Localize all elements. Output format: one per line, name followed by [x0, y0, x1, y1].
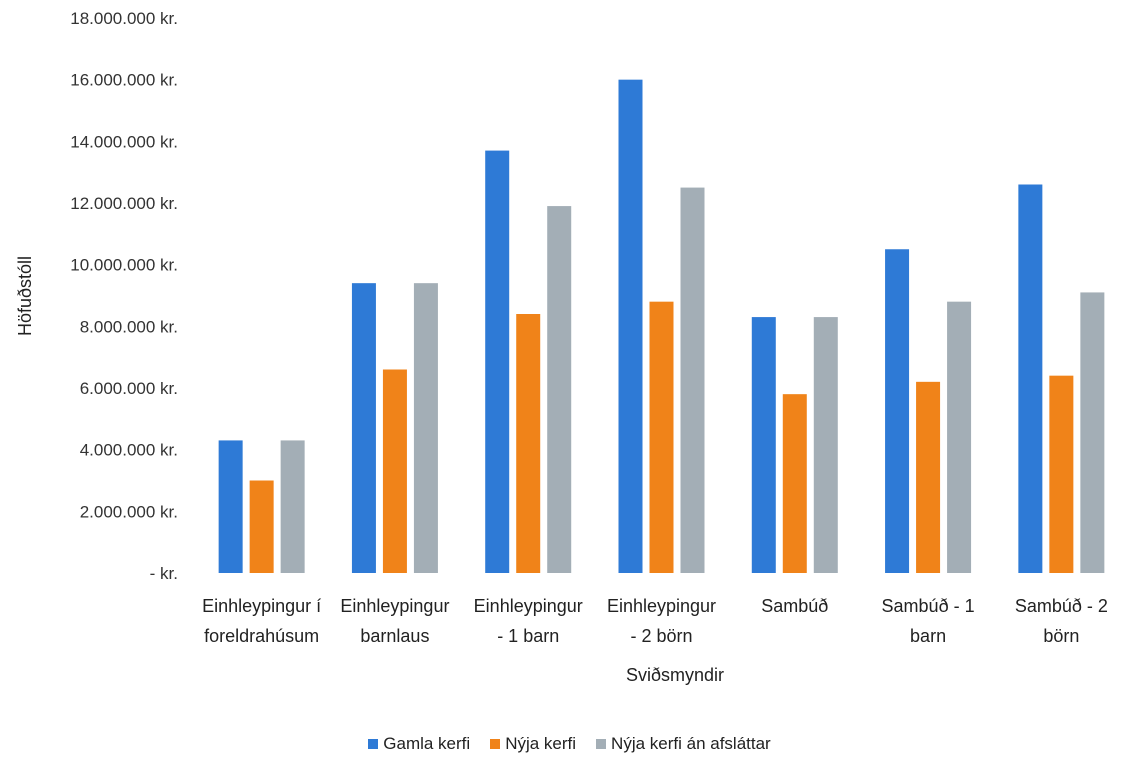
bar — [382, 369, 407, 573]
x-category-label: Einhleypingur - 2 börn — [607, 596, 716, 646]
legend-label: Gamla kerfi — [383, 734, 471, 753]
x-axis-title: Sviðsmyndir — [626, 665, 724, 685]
bar — [1018, 184, 1043, 573]
legend-swatch — [368, 739, 379, 749]
bar — [813, 317, 838, 573]
bar — [218, 440, 243, 573]
bar — [351, 283, 376, 573]
x-category-label: Sambúð — [761, 596, 828, 616]
x-category-label: Sambúð - 1 barn — [882, 596, 975, 646]
bar — [485, 150, 510, 574]
bars — [218, 79, 1105, 574]
bar — [618, 79, 643, 574]
y-axis-ticks: - kr. 2.000.000 kr. 4.000.000 kr. 6.000.000… — [70, 9, 178, 583]
y-tick-label: - kr. — [150, 564, 178, 583]
legend-swatch — [490, 739, 501, 749]
x-category-label: Sambúð - 2 börn — [1015, 596, 1108, 646]
y-tick-label: 18.000.000 kr. — [70, 9, 178, 28]
bar — [516, 314, 541, 573]
y-tick-label: 2.000.000 kr. — [80, 502, 178, 521]
y-tick-label: 10.000.000 kr. — [70, 256, 178, 275]
legend-item: Nýja kerfi — [490, 734, 576, 754]
bar — [649, 301, 674, 573]
y-tick-label: 14.000.000 kr. — [70, 132, 178, 151]
bar — [751, 317, 776, 573]
bar — [885, 249, 910, 573]
x-category-label: Einhleypingur barnlaus — [340, 596, 449, 646]
bar — [1080, 292, 1105, 573]
y-tick-label: 6.000.000 kr. — [80, 379, 178, 398]
bar — [547, 206, 572, 574]
y-axis-title: Höfuðstóll — [15, 256, 35, 336]
x-category-label: Einhleypingur í foreldrahúsum — [202, 596, 321, 646]
y-tick-label: 8.000.000 kr. — [80, 317, 178, 336]
y-tick-label: 4.000.000 kr. — [80, 441, 178, 460]
bar — [413, 283, 438, 573]
bar — [280, 440, 305, 573]
bar — [249, 480, 274, 573]
y-tick-label: 12.000.000 kr. — [70, 194, 178, 213]
legend-label: Nýja kerfi — [505, 734, 577, 753]
legend-swatch — [596, 739, 607, 749]
legend: Gamla kerfi Nýja kerfi Nýja kerfi án afs… — [0, 734, 1139, 754]
bar — [947, 301, 972, 573]
bar — [782, 394, 807, 573]
x-category-label: Einhleypingur - 1 barn — [474, 596, 583, 646]
legend-item: Gamla kerfi — [368, 734, 470, 754]
bar — [1049, 375, 1074, 573]
legend-label: Nýja kerfi án afsláttar — [611, 734, 771, 753]
y-tick-label: 16.000.000 kr. — [70, 71, 178, 90]
legend-item: Nýja kerfi án afsláttar — [596, 734, 771, 754]
bar — [680, 187, 705, 574]
bar — [916, 381, 941, 573]
x-axis-categories: Einhleypingur í foreldrahúsum Einhleypingu… — [202, 596, 1108, 646]
